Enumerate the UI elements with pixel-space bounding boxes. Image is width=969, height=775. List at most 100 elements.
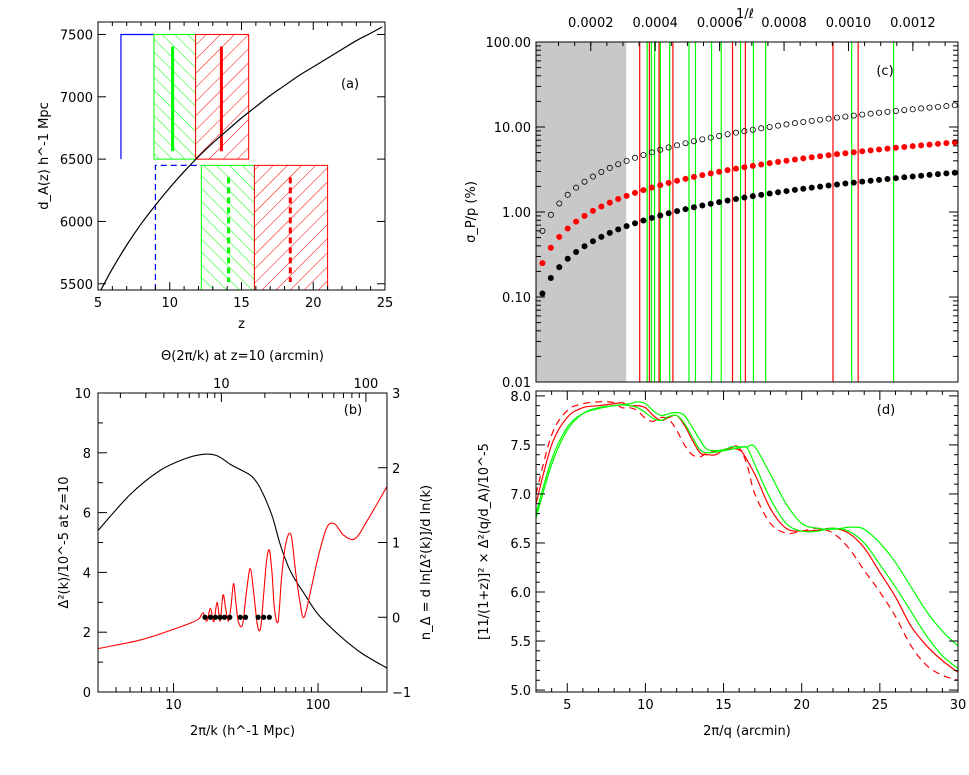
bin-point (221, 614, 228, 620)
black-error-point (581, 243, 588, 250)
y-tick-label: 7.0 (510, 488, 531, 503)
black-error-point (632, 220, 639, 227)
open-error-point (791, 120, 798, 127)
red-error-point (724, 167, 731, 174)
red-error-point (741, 164, 748, 171)
red-error-point (842, 150, 849, 157)
black-error-point (573, 248, 580, 255)
red-error-point (909, 143, 916, 150)
black-error-point (589, 238, 596, 245)
black-error-point (564, 255, 571, 262)
open-error-point (707, 134, 714, 141)
red-error-point (690, 173, 697, 180)
bin-point (266, 614, 272, 620)
open-error-point (573, 184, 580, 191)
open-error-point (615, 161, 622, 168)
red-error-point (943, 140, 950, 147)
black-error-point (716, 199, 723, 206)
panel-b: 10 100 10 100 0 2 4 6 8 10 −1 0 1 2 3 (b) Θ(2π/k) at z=1… (57, 349, 434, 739)
red-error-point (934, 140, 941, 147)
x-tick-label: 10 (165, 698, 182, 713)
red-error-point (775, 158, 782, 165)
red-error-point (783, 157, 790, 164)
open-error-point (564, 191, 571, 198)
red-error-point (707, 170, 714, 177)
black-error-point (951, 169, 958, 176)
red-error-point (758, 161, 765, 168)
open-error-point (775, 122, 782, 129)
black-error-point (901, 174, 908, 181)
x-tick-label: 30 (950, 698, 967, 713)
y-tick-label: 6.5 (510, 537, 531, 552)
red-error-point (850, 149, 857, 156)
projected-spectrum-curve-2 (535, 401, 959, 647)
y-tick-label: 10 (74, 387, 91, 402)
red-error-point (606, 199, 613, 206)
red-error-point (867, 147, 874, 154)
right-tick-label: 3 (392, 387, 400, 402)
bin-top-0 (120, 33, 154, 160)
red-error-point (817, 153, 824, 160)
open-error-point (842, 113, 849, 120)
black-error-point (623, 223, 630, 230)
black-error-point (791, 186, 798, 193)
open-error-point (665, 144, 672, 151)
black-error-point (749, 193, 756, 200)
open-error-point (951, 102, 958, 109)
panel-b-frame (97, 392, 388, 693)
black-error-point (817, 183, 824, 190)
panel-a: 5 10 15 20 25 5500 6000 6500 7000 7500 (a) z d_A(z) … (37, 21, 393, 332)
y-tick-label: 7.5 (510, 439, 531, 454)
y-tick-label: 0 (83, 686, 91, 701)
black-error-point (665, 210, 672, 217)
open-error-point (648, 149, 655, 156)
black-error-point (850, 179, 857, 186)
black-error-point (918, 172, 925, 179)
bin-point (261, 614, 267, 620)
red-error-point (665, 179, 672, 186)
open-error-point (556, 200, 563, 207)
open-error-point (934, 103, 941, 110)
open-error-point (918, 105, 925, 112)
top-tick-label: 0.0010 (826, 16, 872, 31)
x-tick-label: 100 (306, 698, 331, 713)
top-tick-label: 0.0008 (761, 16, 807, 31)
y-tick-label: 4 (83, 566, 91, 581)
y-tick-label: 6500 (60, 153, 93, 168)
open-error-point (876, 109, 883, 116)
open-error-point (674, 142, 681, 149)
open-error-point (632, 154, 639, 161)
open-error-point (682, 140, 689, 147)
projected-spectrum-curve-0 (535, 402, 959, 673)
red-error-point (800, 155, 807, 162)
y-axis-title: Δ²(k)/10^-5 at z=10 (57, 476, 72, 608)
bin-point (242, 614, 249, 620)
red-error-point (598, 203, 605, 210)
foreground-shaded-region (536, 42, 627, 382)
x-tick-label: 25 (872, 698, 889, 713)
black-error-point (892, 175, 899, 182)
red-error-point (581, 212, 588, 219)
top-tick-label: 0.0006 (697, 16, 743, 31)
red-error-point (573, 218, 580, 225)
bin-point (202, 614, 208, 620)
black-error-point (707, 200, 714, 207)
red-error-point (674, 177, 681, 184)
right-tick-label: −1 (392, 686, 411, 701)
open-error-point (859, 111, 866, 118)
black-error-point (867, 177, 874, 184)
spectral-index-curve (97, 486, 388, 650)
bin-point (212, 614, 219, 620)
y-axis-title: σ_P/p (%) (464, 181, 479, 243)
panel-label-b: (b) (344, 403, 362, 418)
x-tick-label: 15 (233, 296, 250, 311)
open-error-point (901, 107, 908, 114)
red-error-point (766, 160, 773, 167)
top-tick-label: 100 (353, 377, 378, 392)
bin-top-1 (153, 33, 197, 160)
open-error-point (867, 110, 874, 117)
y-tick-label: 8.0 (510, 390, 531, 405)
black-error-point (808, 184, 815, 191)
open-error-point (657, 146, 664, 153)
open-error-point (909, 106, 916, 113)
